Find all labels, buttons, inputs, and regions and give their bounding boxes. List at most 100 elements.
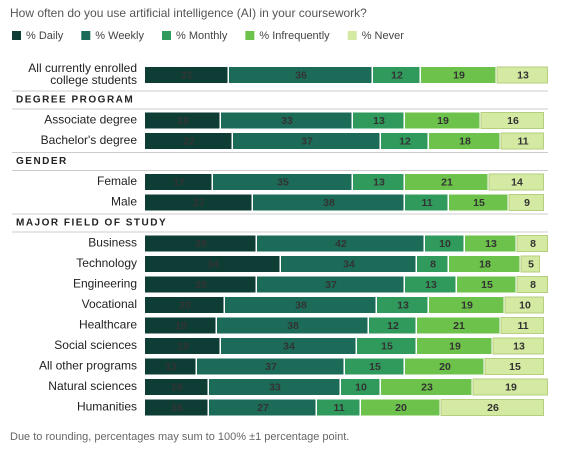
bar-value: 10 [355,381,367,393]
bar-segment [417,256,448,272]
bar-segment [405,276,456,293]
bar-value: 18 [459,135,471,147]
bar-value: 34 [343,258,355,270]
bar-segment [425,235,464,252]
bar-segment [516,235,548,252]
bar-value: 11 [333,402,344,414]
bar-segment [145,297,224,313]
bar-value: 21 [441,176,453,188]
bar-segment [145,174,212,190]
bar-value: 15 [381,340,393,352]
bar-segment [421,67,496,83]
bar-segment [145,194,252,211]
bar-value: 27 [193,197,205,209]
chart-title: How often do you use artificial intellig… [10,6,367,20]
bar-value: 11 [517,135,528,147]
category-label: All currently enrolled college students [28,61,137,87]
bar-segment [417,317,500,334]
bar-segment [197,358,344,375]
bar-value: 35 [277,176,289,188]
bar-value: 15 [369,361,381,373]
bar-value: 38 [295,299,307,311]
bar-value: 21 [181,69,193,81]
bar-segment [429,297,504,313]
bar-segment [516,276,548,293]
bar-value: 12 [387,320,399,332]
bar-segment [257,235,424,252]
bar-segment [145,112,220,129]
bar-segment [361,399,440,416]
bar-value: 15 [473,197,485,209]
footnote: Due to rounding, percentages may sum to … [10,431,349,443]
bar-segment [145,317,216,334]
bar-value: 9 [524,197,530,209]
bar-value: 15 [481,279,493,291]
bar-segment [221,112,352,129]
bar-segment [508,194,544,211]
bar-segment [145,67,228,83]
section-header: GENDER [16,156,68,167]
bar-segment [233,133,380,149]
legend-swatch [81,31,91,40]
bar-value: 12 [391,69,403,81]
bar-value: 20 [179,299,191,311]
bar-segment [257,276,404,293]
category-label: Female [97,174,137,188]
bar-segment [253,194,404,211]
bar-segment [369,317,416,334]
bar-segment [405,194,448,211]
bar-value: 10 [519,299,531,311]
bar-value: 19 [461,299,473,311]
bar-segment [449,194,508,211]
bar-segment [492,337,544,355]
bar-segment [405,358,484,375]
bar-value: 34 [207,258,219,270]
bar-value: 34 [283,340,295,352]
category-label: Natural sciences [48,379,137,393]
bar-value: 19 [177,340,189,352]
bar-value: 19 [453,69,465,81]
legend-label: % Weekly [95,30,144,42]
bar-segment [440,399,544,416]
bar-value: 8 [530,238,536,250]
bar-segment [221,338,356,354]
bar-value: 18 [479,258,491,270]
bar-value: 26 [487,402,499,414]
bar-value: 13 [517,69,529,81]
bar-segment [480,112,544,129]
bar-value: 11 [517,320,528,332]
legend-swatch [245,31,255,40]
bar-value: 10 [439,238,451,250]
bar-value: 33 [269,381,281,393]
bar-segment [145,358,196,375]
bar-value: 38 [287,320,299,332]
bar-value: 19 [449,340,461,352]
bar-segment [145,256,280,272]
category-label: All other programs [39,359,137,373]
bar-segment [145,379,208,395]
bar-value: 8 [530,279,536,291]
bar-segment [281,256,416,272]
bar-value: 19 [505,381,517,393]
bar-segment [373,67,420,83]
bar-value: 37 [265,361,277,373]
legend-swatch [162,31,171,40]
bar-segment [449,256,520,272]
legend-label: % Monthly [176,30,228,42]
bar-segment [229,67,372,83]
bar-segment [145,338,220,354]
category-label: Associate degree [44,113,137,127]
bar-value: 33 [281,115,293,127]
bar-segment [209,399,316,416]
bar-segment [145,276,256,293]
bar-segment [405,174,488,190]
section-header: MAJOR FIELD OF STUDY [16,218,167,229]
bar-segment [520,255,540,273]
legend-swatch [12,31,21,40]
bar-segment [381,133,428,149]
bar-value: 15 [509,361,521,373]
category-label: Business [88,236,137,250]
bar-value: 22 [183,135,195,147]
bar-segment [353,112,404,129]
